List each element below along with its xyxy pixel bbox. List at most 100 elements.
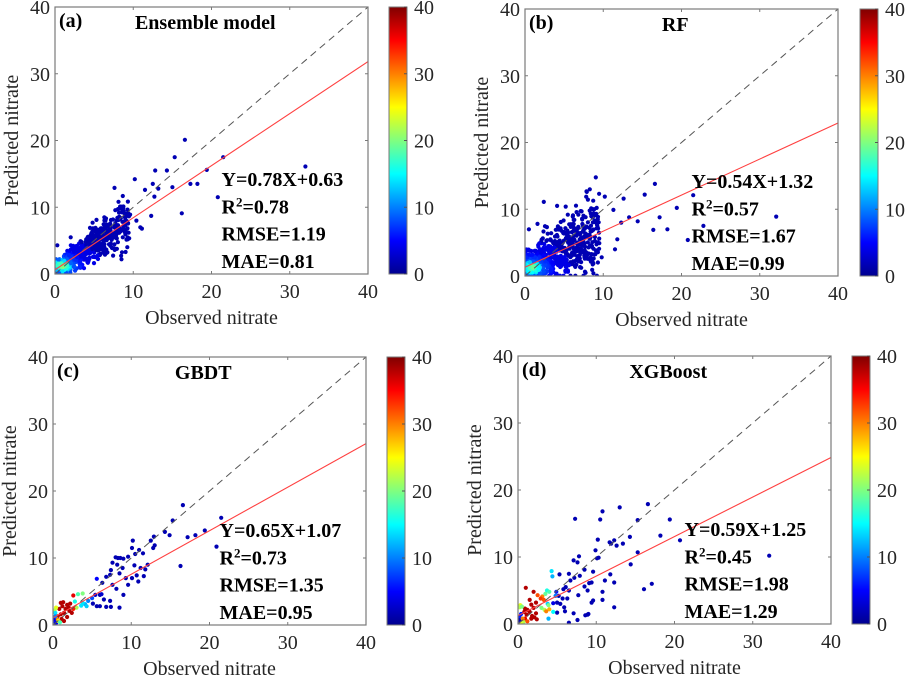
scatter-point <box>549 231 554 236</box>
scatter-point <box>585 588 590 593</box>
scatter-point <box>86 598 91 604</box>
scatter-point <box>62 258 67 263</box>
scatter-point <box>108 217 114 223</box>
scatter-point <box>584 250 589 255</box>
colorbar-tick-label: 30 <box>885 66 905 88</box>
colorbar: 0 10 20 30 40 <box>859 0 905 288</box>
r-squared: R2=0.78 <box>222 194 289 218</box>
y-axis-label: Predicted nitrate <box>464 424 486 556</box>
fit-equation: Y=0.59X+1.25 <box>685 519 807 541</box>
scatter-point <box>87 256 92 262</box>
scatter-point <box>555 203 560 208</box>
scatter-point <box>577 573 582 578</box>
scatter-point <box>126 230 131 235</box>
scatter-point <box>126 582 131 587</box>
scatter-point <box>556 263 561 268</box>
fit-line <box>518 457 831 617</box>
y-tick-label: 20 <box>30 131 50 153</box>
scatter-point <box>583 270 588 275</box>
scatter-point <box>586 611 591 617</box>
scatter-point <box>657 215 662 220</box>
scatter-point <box>558 219 563 225</box>
scatter-point <box>574 262 579 267</box>
scatter-point <box>530 252 535 257</box>
scatter-point <box>539 605 544 611</box>
scatter-point <box>519 604 525 609</box>
y-tick-label: 0 <box>503 614 513 636</box>
scatter-point <box>579 265 584 270</box>
scatter-point <box>597 191 602 196</box>
scatter-point <box>71 593 76 598</box>
x-tick-label: 20 <box>200 632 220 654</box>
scatter-point <box>566 230 571 235</box>
scatter-point <box>84 604 89 609</box>
scatter-point <box>589 600 594 605</box>
scatter-point <box>555 234 560 239</box>
scatter-point <box>582 226 587 231</box>
scatter-point <box>576 554 582 559</box>
reference-line <box>55 7 368 274</box>
scatter-point <box>134 218 139 223</box>
scatter-point <box>110 232 115 237</box>
scatter-point <box>117 605 122 610</box>
scatter-point <box>573 516 578 521</box>
r-squared: R2=0.57 <box>692 196 759 220</box>
scatter-point <box>585 240 591 245</box>
scatter-point <box>57 606 62 612</box>
scatter-point <box>77 264 82 269</box>
scatter-point <box>125 237 130 242</box>
fit-equation: Y=0.65X+1.07 <box>220 520 342 542</box>
scatter-point <box>74 605 79 610</box>
scatter-point <box>195 181 200 186</box>
y-axis-label: Predicted nitrate <box>0 425 21 557</box>
colorbar-tick-label: 20 <box>877 480 897 502</box>
scatter-point <box>591 227 596 232</box>
y-tick-label: 10 <box>28 548 48 570</box>
scatter-point <box>548 250 553 255</box>
scatter-point <box>635 550 640 555</box>
scatter-point <box>575 248 580 253</box>
scatter-point <box>556 227 561 232</box>
scatter-point <box>71 264 76 270</box>
scatter-point <box>93 244 98 249</box>
y-tick-label: 10 <box>30 197 50 219</box>
colorbar-tick-label: 20 <box>414 131 434 153</box>
scatter-point <box>116 210 122 215</box>
scatter-point <box>549 569 554 574</box>
scatter-point <box>85 259 90 265</box>
colorbar-tick-label: 40 <box>885 0 905 21</box>
x-tick-label: 10 <box>593 283 613 305</box>
x-tick-label: 20 <box>665 631 685 653</box>
scatter-point <box>562 254 568 259</box>
y-tick-label: 40 <box>28 347 48 369</box>
scatter-point <box>215 195 220 200</box>
scatter-point <box>79 240 84 245</box>
scatter-point <box>584 194 589 199</box>
scatter-point <box>651 227 656 232</box>
scatter-point <box>120 193 125 199</box>
scatter-point <box>106 236 111 241</box>
scatter-point <box>571 558 576 563</box>
scatter-point <box>151 545 156 551</box>
colorbar-tick-label: 20 <box>412 481 432 503</box>
fit-equation: Y=0.78X+0.63 <box>222 169 344 191</box>
scatter-point <box>121 226 126 231</box>
scatter-point <box>68 261 74 266</box>
scatter-point <box>595 260 601 265</box>
scatter-point <box>180 503 185 508</box>
scatter-point <box>568 578 573 583</box>
scatter-point <box>564 268 570 273</box>
scatter-point <box>60 269 65 274</box>
y-tick-label: 30 <box>500 66 520 88</box>
scatter-point <box>87 251 92 256</box>
scatter-point <box>182 137 187 142</box>
colorbar-tick-label: 40 <box>414 0 434 19</box>
scatter-point <box>79 254 84 259</box>
scatter-point <box>539 237 544 242</box>
y-axis-label: Predicted nitrate <box>471 77 493 209</box>
scatter-point <box>102 226 107 231</box>
scatter-point <box>580 217 585 222</box>
